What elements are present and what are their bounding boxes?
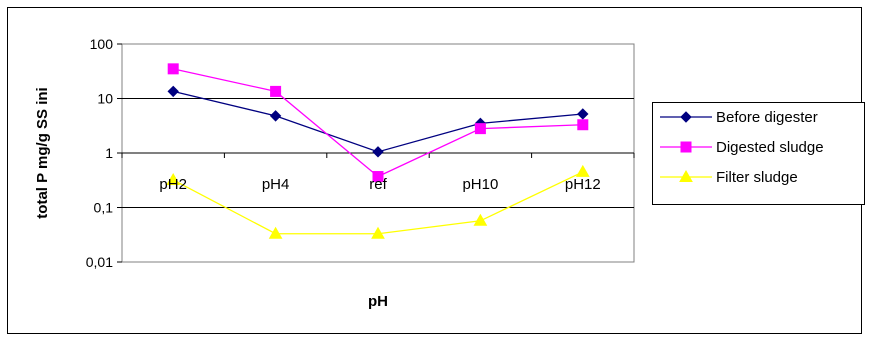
data-point <box>166 172 181 185</box>
series-0 <box>167 85 589 158</box>
legend-marker <box>680 141 692 153</box>
data-point <box>372 171 384 183</box>
y-tick-label: 100 <box>90 36 114 52</box>
x-tick-label: pH12 <box>565 176 601 193</box>
legend-label: Before digester <box>716 109 818 126</box>
y-tick-label: 0,01 <box>86 254 113 270</box>
x-tick-label: pH2 <box>159 176 187 193</box>
x-tick-labels: pH2 pH4 ref pH10 pH12 <box>159 176 600 193</box>
data-point <box>167 63 179 75</box>
x-tick-label: ref <box>369 176 387 193</box>
legend-item: Filter sludge <box>660 169 798 186</box>
data-point <box>372 146 384 158</box>
legend-item: Digested sludge <box>660 139 824 156</box>
x-tick-label: pH10 <box>462 176 498 193</box>
x-axis-title: pH <box>368 293 388 310</box>
y-tick-label: 0,1 <box>94 200 114 216</box>
data-point <box>270 85 282 97</box>
legend-marker <box>679 169 693 182</box>
data-point <box>577 108 589 120</box>
y-tick-labels: 100 10 1 0,1 0,01 <box>86 36 113 270</box>
legend-label: Digested sludge <box>716 139 824 156</box>
y-axis-title: total P mg/g SS ini <box>34 87 51 218</box>
series-1 <box>167 63 589 183</box>
data-point <box>268 226 283 239</box>
legend-label: Filter sludge <box>716 169 798 186</box>
series-layer <box>166 63 590 239</box>
data-point <box>167 85 179 98</box>
data-point <box>473 213 488 226</box>
data-point <box>575 164 590 177</box>
legend: Before digester Digested sludge Filter slu… <box>660 109 824 186</box>
data-point <box>269 110 282 122</box>
data-point <box>577 119 589 131</box>
y-tick-label: 1 <box>105 145 113 161</box>
data-point <box>371 226 385 239</box>
x-tick-label: pH4 <box>262 176 290 193</box>
legend-item: Before digester <box>660 109 818 126</box>
data-point <box>474 123 486 135</box>
y-tick-label: 10 <box>97 91 113 107</box>
series-2 <box>166 164 590 239</box>
legend-marker <box>680 111 692 123</box>
